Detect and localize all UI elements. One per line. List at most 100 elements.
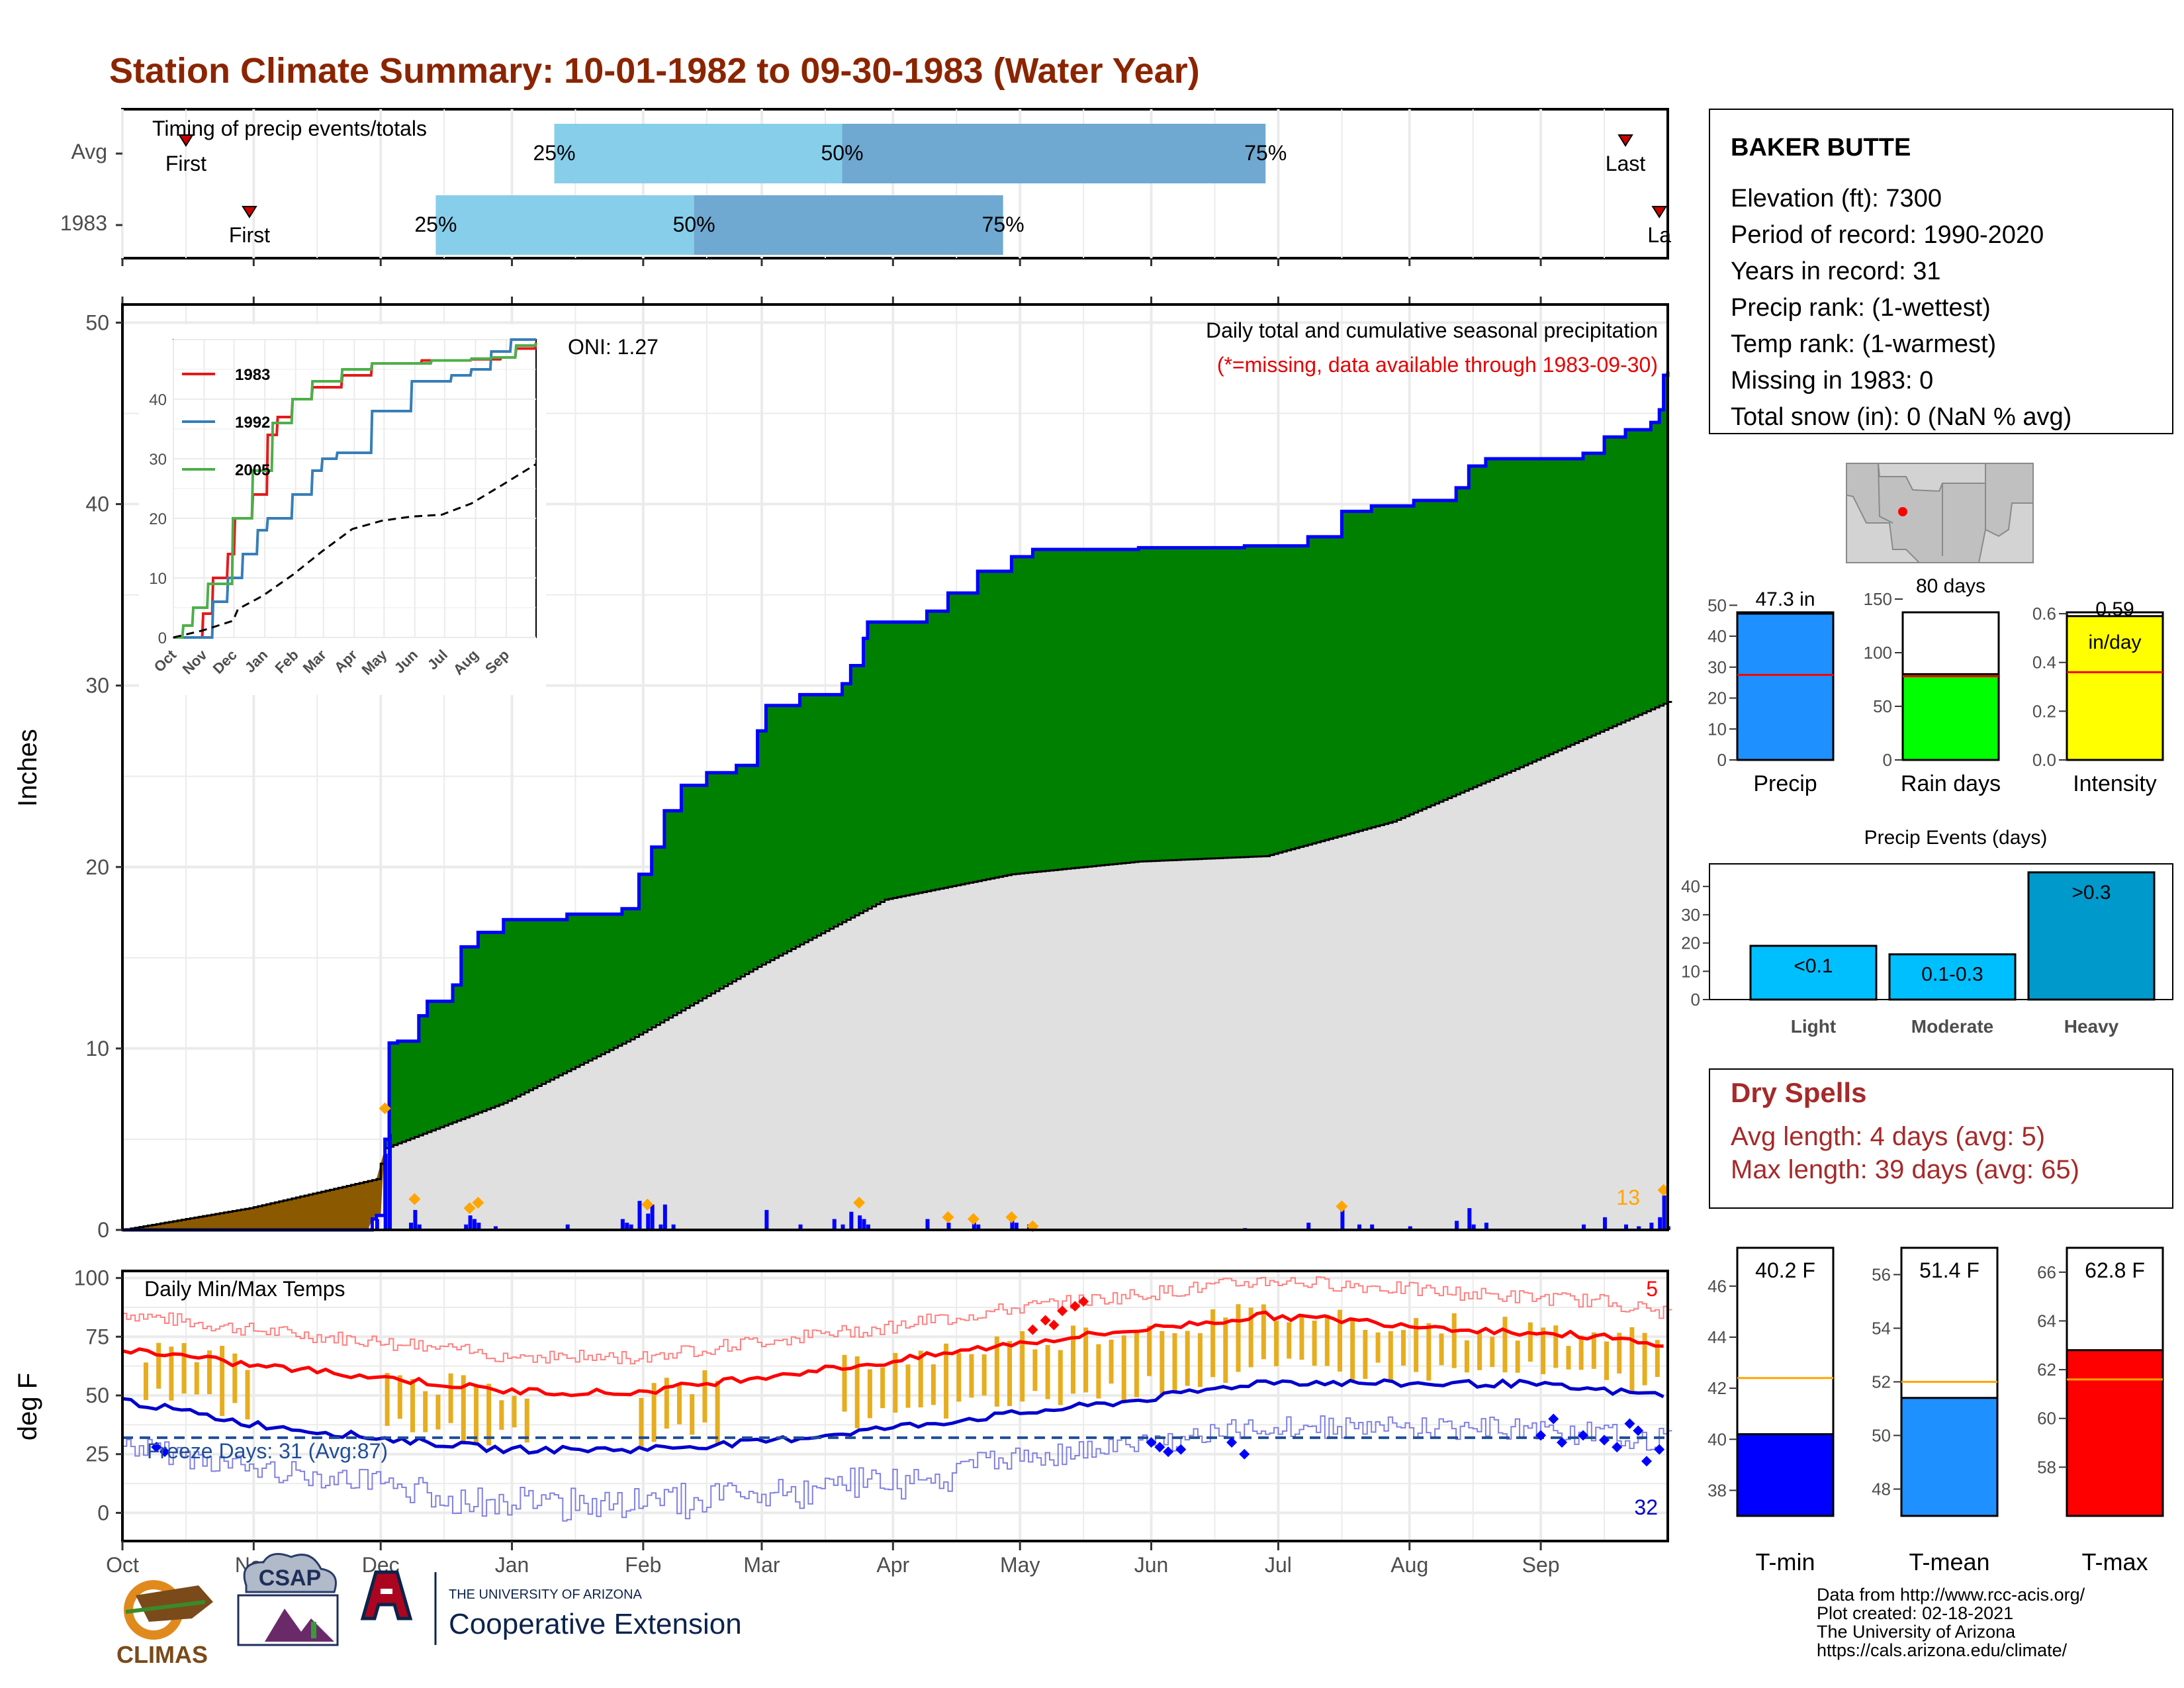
daily-precip-bar: [409, 1223, 414, 1230]
temp-ytick-label: 100: [74, 1266, 109, 1290]
daily-precip-bar: [464, 1224, 469, 1230]
daily-temp-range-bar: [435, 1394, 441, 1430]
summary-bars: 47.3 in 0 10 20 30 40 50 Precip 80 days 0 50 100 150…: [1707, 575, 2164, 796]
cold-day-marker: [1599, 1434, 1610, 1446]
daily-temp-range-bar: [1134, 1332, 1139, 1397]
daily-temp-range-bar: [1045, 1344, 1050, 1399]
credit-line: The University of Arizona: [1817, 1622, 2016, 1642]
daily-precip-bar: [866, 1224, 870, 1230]
month-label: Apr: [876, 1553, 909, 1577]
precip-ytick-label: 20: [85, 855, 109, 879]
temp-summary-bars: 40.2 F 38 40 42 44 46 T-min 51.4 F 48 50 52 54 56 T-m…: [1707, 1246, 2164, 1575]
daily-temp-range-bar: [1338, 1309, 1343, 1372]
last-event-marker: [1651, 206, 1668, 218]
daily-precip-bar: [925, 1219, 930, 1230]
station-info-line: Period of record: 1990-2020: [1731, 221, 2044, 249]
daily-temp-range-bar: [956, 1352, 962, 1402]
cold-day-marker: [151, 1442, 162, 1453]
summary-bar-tick-label: 20: [1707, 688, 1727, 708]
temp-bar-tick-label: 48: [1872, 1479, 1891, 1499]
daily-temp-range-bar: [677, 1383, 682, 1425]
page-title: Station Climate Summary: 10-01-1982 to 0…: [109, 51, 1200, 91]
month-label: Jul: [1265, 1553, 1292, 1577]
daily-temp-range-bar: [1312, 1321, 1317, 1366]
summary-bar-tick-label: 50: [1873, 696, 1892, 716]
daily-temp-range-bar: [1210, 1309, 1216, 1378]
station-info-line: Elevation (ft): 7300: [1731, 185, 1942, 212]
timing-bar-25-50: [435, 195, 694, 255]
heavy-event-marker: [967, 1213, 979, 1225]
precip-panel: 0 10 20 30 40 50 Inches Daily total and cumul…: [13, 297, 1672, 1242]
daily-temp-range-bar: [1400, 1330, 1406, 1366]
daily-precip-bar: [1455, 1221, 1459, 1230]
daily-precip-bar: [946, 1223, 951, 1230]
month-label: Mar: [743, 1553, 780, 1577]
first-event-marker: [178, 134, 194, 147]
temp-bar-value: 62.8 F: [2085, 1258, 2145, 1282]
daily-temp-range-bar: [1477, 1331, 1482, 1370]
inset-ytick-label: 0: [158, 630, 167, 647]
summary-bar-value: 0.59: [2095, 598, 2134, 620]
summary-bar-unit: in/day: [2088, 632, 2141, 653]
precip-event-label: Heavy: [2064, 1016, 2119, 1037]
timing-row-year-label: 1983: [60, 211, 107, 235]
daily-precip-bar: [841, 1224, 845, 1230]
month-label: Feb: [625, 1553, 661, 1577]
precip-events-title: Precip Events (days): [1864, 827, 2048, 849]
daily-temp-range-bar: [1147, 1325, 1152, 1376]
month-label: May: [1000, 1553, 1040, 1577]
daily-temp-range-bar: [664, 1378, 669, 1429]
daily-precip-bar: [383, 1153, 388, 1230]
dry-spells-max: Max length: 39 days (avg: 65): [1731, 1155, 2079, 1184]
daily-temp-range-bar: [639, 1397, 644, 1449]
temp-label: Daily Min/Max Temps: [144, 1277, 345, 1301]
daily-precip-bar: [637, 1201, 642, 1230]
heavy-event-marker: [463, 1202, 476, 1215]
daily-temp-range-bar: [931, 1364, 936, 1405]
daily-temp-range-bar: [867, 1369, 872, 1419]
daily-temp-range-bar: [1223, 1317, 1228, 1383]
summary-bar-fill: [1901, 673, 2000, 761]
average-min-temp-line: [122, 1378, 1664, 1455]
daily-precip-bar: [472, 1219, 477, 1230]
events-tick-label: 20: [1681, 933, 1700, 953]
cold-day-marker: [1557, 1436, 1568, 1448]
last-event-label: Last: [1606, 152, 1646, 175]
daily-temp-range-bar: [1197, 1333, 1203, 1387]
temp-ytick-label: 50: [85, 1383, 109, 1407]
daily-precip-bar: [764, 1209, 769, 1230]
temp-bar-fill: [1736, 1433, 1835, 1517]
events-tick-label: 10: [1681, 961, 1700, 981]
month-label: Jan: [495, 1553, 529, 1577]
cumulative-surplus-area: [385, 371, 1668, 1149]
daily-temp-range-bar: [448, 1373, 453, 1423]
daily-precip-bar: [832, 1219, 837, 1230]
temp-bar-tick-label: 38: [1707, 1480, 1727, 1500]
daily-temp-range-bar: [842, 1354, 847, 1412]
inset-ytick-label: 40: [149, 391, 167, 409]
precip-event-bar: [2027, 871, 2156, 1001]
daily-temp-range-bar: [1363, 1329, 1368, 1379]
hot-days-count: 5: [1646, 1277, 1658, 1301]
daily-precip-bar: [1582, 1224, 1586, 1230]
daily-temp-range-bar: [181, 1342, 187, 1394]
temp-bar-tick-label: 64: [2037, 1311, 2056, 1331]
timing-bar-50-75: [842, 124, 1266, 183]
daily-temp-range-bar: [1515, 1340, 1520, 1373]
average-max-temp-line: [122, 1310, 1664, 1397]
cold-day-marker: [1535, 1430, 1547, 1441]
precip-event-tag: >0.3: [2071, 882, 2111, 904]
daily-temp-range-bar: [1032, 1349, 1038, 1391]
daily-temp-range-bar: [1375, 1332, 1381, 1363]
daily-temp-range-bar: [1502, 1317, 1508, 1373]
daily-precip-bar: [477, 1223, 481, 1230]
ua-logo: THE UNIVERSITY OF ARIZONA Cooperative Ex…: [360, 1570, 742, 1645]
station-info-line: Years in record: 31: [1731, 258, 1941, 285]
daily-temp-range-bar: [1527, 1322, 1533, 1362]
cold-day-marker: [1624, 1418, 1635, 1429]
precip-event-tag: 0.1-0.3: [1921, 964, 1983, 986]
hot-day-marker: [1027, 1324, 1038, 1335]
hot-day-marker: [1069, 1301, 1081, 1312]
temp-bar-value: 40.2 F: [1755, 1258, 1815, 1282]
daily-temp-range-bar: [1451, 1313, 1457, 1368]
